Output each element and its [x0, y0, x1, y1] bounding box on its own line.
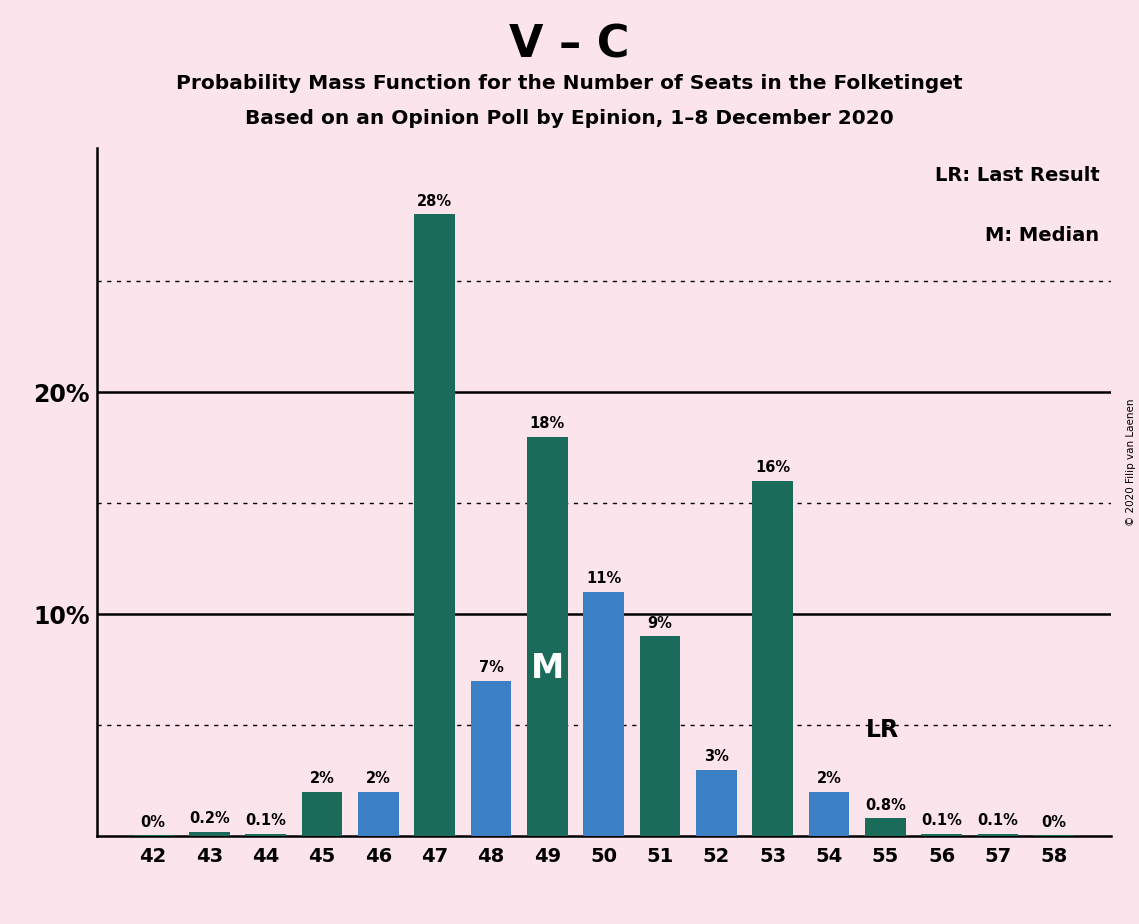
Bar [977, 834, 1018, 836]
Text: 16%: 16% [755, 460, 790, 475]
Text: 9%: 9% [648, 615, 672, 631]
Text: LR: Last Result: LR: Last Result [934, 165, 1099, 185]
Text: M: M [531, 651, 564, 685]
Bar [640, 637, 680, 836]
Text: 7%: 7% [478, 661, 503, 675]
Text: 2%: 2% [310, 772, 335, 786]
Bar [1034, 835, 1074, 836]
Bar [358, 792, 399, 836]
Text: 0.8%: 0.8% [865, 798, 906, 813]
Bar [189, 832, 230, 836]
Text: 28%: 28% [417, 194, 452, 209]
Text: LR: LR [866, 718, 899, 742]
Text: 0%: 0% [140, 815, 165, 830]
Bar [921, 834, 961, 836]
Bar [527, 436, 567, 836]
Text: © 2020 Filip van Laenen: © 2020 Filip van Laenen [1126, 398, 1136, 526]
Text: M: Median: M: Median [985, 225, 1099, 245]
Text: 18%: 18% [530, 416, 565, 431]
Bar [865, 819, 906, 836]
Bar [415, 214, 454, 836]
Bar [133, 835, 173, 836]
Text: 0.1%: 0.1% [245, 813, 286, 829]
Text: 2%: 2% [817, 772, 842, 786]
Text: 3%: 3% [704, 749, 729, 764]
Bar [753, 480, 793, 836]
Text: 0%: 0% [1042, 815, 1067, 830]
Bar [246, 834, 286, 836]
Text: Based on an Opinion Poll by Epinion, 1–8 December 2020: Based on an Opinion Poll by Epinion, 1–8… [245, 109, 894, 128]
Text: 0.1%: 0.1% [921, 813, 962, 829]
Bar [809, 792, 850, 836]
Bar [583, 592, 624, 836]
Text: V – C: V – C [509, 23, 630, 67]
Bar [302, 792, 343, 836]
Text: 2%: 2% [366, 772, 391, 786]
Bar [696, 770, 737, 836]
Text: 0.2%: 0.2% [189, 811, 230, 826]
Text: 0.1%: 0.1% [977, 813, 1018, 829]
Text: 11%: 11% [587, 571, 621, 587]
Text: Probability Mass Function for the Number of Seats in the Folketinget: Probability Mass Function for the Number… [177, 74, 962, 93]
Bar [470, 681, 511, 836]
